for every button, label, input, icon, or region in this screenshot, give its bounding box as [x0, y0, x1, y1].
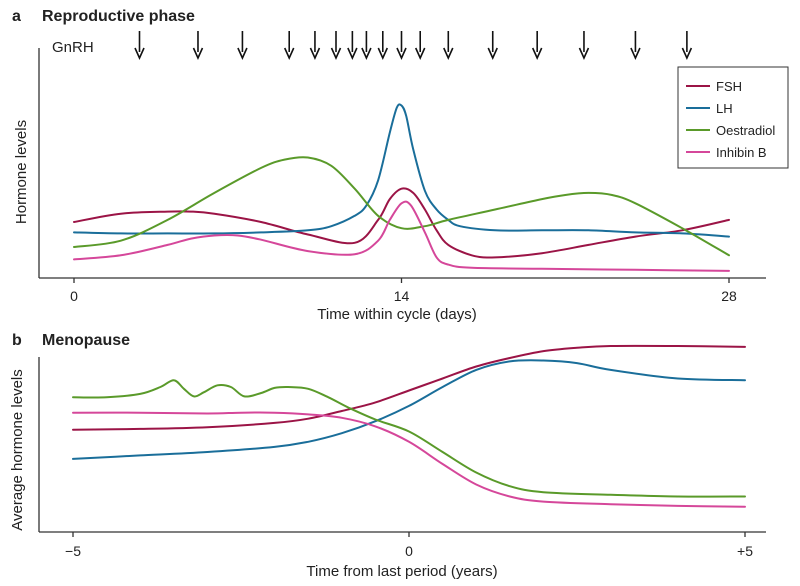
legend-label: LH: [716, 101, 733, 116]
legend-item-fsh: FSH: [686, 79, 742, 94]
gnrh-pulse-arrow: [531, 31, 543, 60]
gnrh-pulse-arrow: [134, 31, 145, 60]
series-fsh-line: [72, 344, 746, 431]
x-tick-label: 28: [721, 288, 737, 304]
panel-a-x-ticks: 0 14 28: [70, 278, 737, 304]
series-lh-line: [73, 103, 730, 238]
gnrh-pulse-arrow: [283, 31, 295, 60]
gnrh-label: GnRH: [52, 39, 94, 56]
panel-b-title: Menopause: [42, 332, 130, 349]
gnrh-pulse-arrow: [578, 31, 590, 60]
panel-a-y-label: Hormone levels: [13, 120, 30, 224]
legend-label: Oestradiol: [716, 123, 775, 138]
panel-a-x-label: Time within cycle (days): [317, 306, 476, 323]
panel-b-x-ticks: −5 0 +5: [65, 532, 753, 559]
gnrh-pulse-arrow: [443, 31, 454, 60]
series-fsh-line: [73, 187, 730, 259]
legend-item-oestradiol: Oestradiol: [686, 123, 775, 138]
series-inhibin-b-line: [73, 200, 730, 272]
series-lh-line: [72, 359, 746, 460]
gnrh-pulse-arrow: [487, 31, 498, 60]
series-oestradiol-line: [72, 379, 746, 498]
panel-a-letter: a: [12, 8, 21, 25]
gnrh-pulse-arrow: [192, 31, 204, 60]
panel-b: b Menopause −5 0 +5 Time from last period …: [9, 332, 766, 580]
gnrh-pulse-arrow: [414, 31, 426, 60]
gnrh-pulse-arrow: [309, 31, 321, 60]
x-tick-label: 14: [394, 288, 410, 304]
panel-a-series: [73, 103, 730, 272]
gnrh-pulse-arrow: [347, 31, 358, 60]
x-tick-label: −5: [65, 543, 81, 559]
x-tick-label: 0: [405, 543, 413, 559]
x-tick-label: 0: [70, 288, 78, 304]
legend-label: Inhibin B: [716, 145, 767, 160]
panel-a: a Reproductive phase GnRH 0 14 28 Time wit…: [12, 8, 789, 323]
legend: FSH LH Oestradiol Inhibin B: [677, 66, 789, 169]
legend-label: FSH: [716, 79, 742, 94]
gnrh-pulse-arrow: [681, 31, 693, 60]
gnrh-pulse-arrow: [396, 31, 407, 60]
series-oestradiol-line: [73, 156, 730, 257]
gnrh-pulse-arrow: [630, 31, 641, 60]
panel-b-x-label: Time from last period (years): [306, 563, 497, 580]
panel-b-series: [72, 344, 746, 508]
x-tick-label: +5: [737, 543, 753, 559]
panel-b-letter: b: [12, 332, 22, 349]
legend-item-inhibin-b: Inhibin B: [686, 145, 767, 160]
series-inhibin-b-line: [72, 411, 746, 508]
panel-a-title: Reproductive phase: [42, 8, 195, 25]
gnrh-pulse-arrow: [377, 31, 389, 60]
gnrh-pulse-arrow: [361, 31, 372, 60]
gnrh-pulse-arrow: [330, 31, 342, 60]
gnrh-pulse-arrow: [237, 31, 248, 60]
legend-item-lh: LH: [686, 101, 733, 116]
gnrh-pulses: [134, 31, 693, 60]
panel-b-y-label: Average hormone levels: [9, 369, 26, 530]
